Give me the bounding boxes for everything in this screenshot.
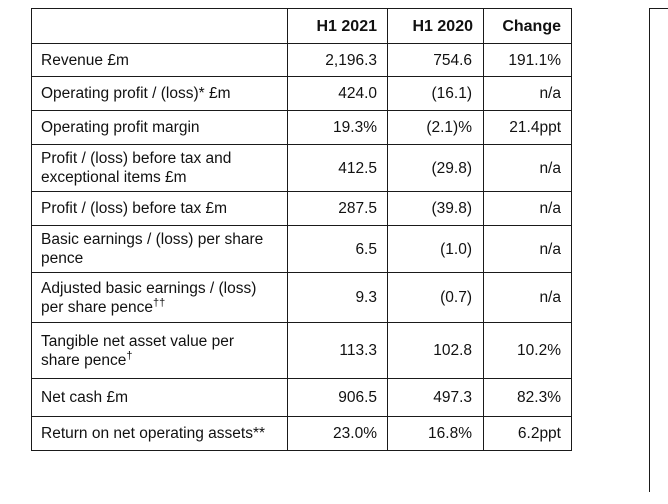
value-h1-2020: (0.7) (387, 272, 484, 323)
row-label-line: Basic earnings / (loss) per share (41, 231, 264, 248)
value-h1-2020: (2.1)% (387, 110, 484, 145)
value-h1-2020: (39.8) (387, 191, 484, 226)
row-label-text: per share pence (41, 298, 154, 316)
row-label: Revenue £m (31, 43, 288, 77)
table-row: Adjusted basic earnings / (loss) per shar… (31, 272, 572, 323)
value-change: n/a (483, 225, 572, 273)
table-row: Revenue £m 2,196.3 754.6 191.1% (31, 43, 572, 77)
value-h1-2020: (1.0) (387, 225, 484, 273)
value-h1-2021: 424.0 (287, 76, 388, 111)
value-change: n/a (483, 272, 572, 323)
table-row: Profit / (loss) before tax and exceptiona… (31, 144, 572, 192)
row-label-line: per share pence†† (41, 296, 277, 317)
row-label: Profit / (loss) before tax £m (31, 191, 288, 226)
row-label: Operating profit / (loss)* £m (31, 76, 288, 111)
table-row: Operating profit / (loss)* £m 424.0 (16.1)… (31, 76, 572, 111)
row-label-line: Profit / (loss) before tax £m (41, 200, 228, 217)
row-label-line: share pence† (41, 349, 277, 370)
financial-summary-table: H1 2021 H1 2020 Change Revenue £m 2,196.3… (31, 8, 572, 451)
row-label-line: exceptional items £m (41, 169, 187, 186)
value-h1-2020: (29.8) (387, 144, 484, 192)
header-label (31, 8, 288, 44)
row-label-line: Operating profit / (loss)* £m (41, 85, 231, 102)
value-h1-2021: 9.3 (287, 272, 388, 323)
value-h1-2020: (16.1) (387, 76, 484, 111)
row-label: Tangible net asset value per share pence† (31, 322, 288, 379)
table-row: Operating profit margin 19.3% (2.1)% 21.4pp… (31, 110, 572, 145)
value-h1-2021: 2,196.3 (287, 43, 388, 77)
value-h1-2020: 497.3 (387, 378, 484, 417)
value-change: 191.1% (483, 43, 572, 77)
row-label-line: Tangible net asset value per (41, 332, 235, 350)
value-h1-2021: 113.3 (287, 322, 388, 379)
value-h1-2021: 287.5 (287, 191, 388, 226)
value-h1-2021: 6.5 (287, 225, 388, 273)
value-h1-2021: 906.5 (287, 378, 388, 417)
row-label-line: Return on net operating assets** (41, 425, 266, 442)
row-label: Net cash £m (31, 378, 288, 417)
header-h1-2020: H1 2020 (387, 8, 484, 44)
table-row: Return on net operating assets** 23.0% 16.… (31, 416, 572, 451)
row-label-line: Profit / (loss) before tax and (41, 150, 232, 167)
value-change: 82.3% (483, 378, 572, 417)
row-label: Adjusted basic earnings / (loss) per shar… (31, 272, 288, 323)
table-row: Basic earnings / (loss) per share pence 6.… (31, 225, 572, 273)
value-h1-2021: 412.5 (287, 144, 388, 192)
table-header-row: H1 2021 H1 2020 Change (31, 8, 572, 44)
value-h1-2021: 19.3% (287, 110, 388, 145)
row-label: Basic earnings / (loss) per share pence (31, 225, 288, 273)
row-label-line: Operating profit margin (41, 119, 200, 136)
value-h1-2020: 102.8 (387, 322, 484, 379)
footnote-marker: †† (153, 296, 166, 309)
value-change: n/a (483, 144, 572, 192)
value-change: 21.4ppt (483, 110, 572, 145)
row-label-line: Revenue £m (41, 51, 129, 69)
table-row: Tangible net asset value per share pence†… (31, 322, 572, 379)
row-label-text: share pence (41, 351, 127, 369)
table-row: Net cash £m 906.5 497.3 82.3% (31, 378, 572, 417)
value-change: n/a (483, 191, 572, 226)
header-change: Change (483, 8, 572, 44)
table-row: Profit / (loss) before tax £m 287.5 (39.8)… (31, 191, 572, 226)
row-label-line: pence (41, 250, 84, 267)
adjacent-column-edge (649, 8, 668, 492)
value-change: n/a (483, 76, 572, 111)
row-label: Profit / (loss) before tax and exceptiona… (31, 144, 288, 192)
value-h1-2020: 754.6 (387, 43, 484, 77)
row-label: Return on net operating assets** (31, 416, 288, 451)
value-change: 6.2ppt (483, 416, 572, 451)
header-h1-2021: H1 2021 (287, 8, 388, 44)
table-body: Revenue £m 2,196.3 754.6 191.1% Operating pr… (31, 43, 572, 451)
value-change: 10.2% (483, 322, 572, 379)
row-label: Operating profit margin (31, 110, 288, 145)
financial-summary-table-wrap: H1 2021 H1 2020 Change Revenue £m 2,196.3… (31, 8, 572, 451)
footnote-marker: † (126, 349, 133, 362)
row-label-line: Net cash £m (41, 389, 129, 406)
row-label-line: Adjusted basic earnings / (loss) (41, 279, 257, 297)
value-h1-2021: 23.0% (287, 416, 388, 451)
value-h1-2020: 16.8% (387, 416, 484, 451)
